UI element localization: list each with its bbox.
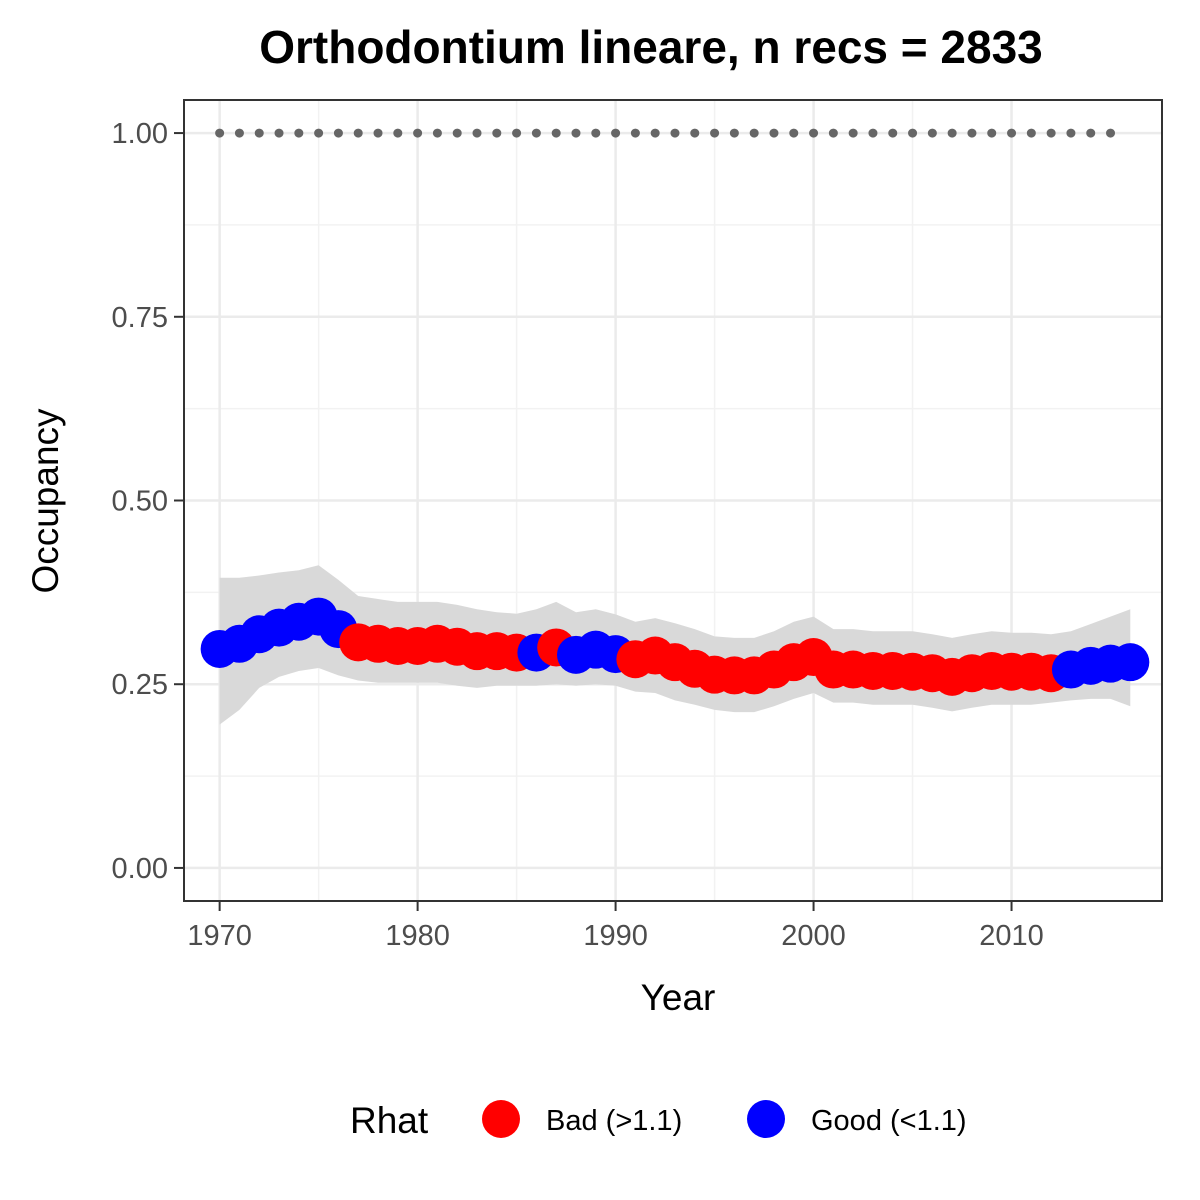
legend: Rhat Bad (>1.1) Good (<1.1) bbox=[350, 1100, 967, 1141]
reference-dot bbox=[1007, 128, 1017, 138]
reference-dot bbox=[868, 128, 878, 138]
reference-dot bbox=[333, 128, 343, 138]
x-tick-label: 2000 bbox=[781, 920, 846, 952]
reference-dot bbox=[432, 128, 442, 138]
reference-dot bbox=[789, 128, 799, 138]
reference-dot bbox=[353, 128, 363, 138]
reference-dot bbox=[888, 128, 898, 138]
reference-dot bbox=[314, 128, 324, 138]
reference-dot bbox=[492, 128, 502, 138]
reference-dot bbox=[769, 128, 779, 138]
reference-dot bbox=[650, 128, 660, 138]
reference-dot bbox=[254, 128, 264, 138]
reference-dot bbox=[551, 128, 561, 138]
reference-dot bbox=[828, 128, 838, 138]
reference-dot bbox=[571, 128, 581, 138]
reference-dot bbox=[274, 128, 284, 138]
legend-label-good: Good (<1.1) bbox=[811, 1105, 967, 1137]
reference-dot bbox=[373, 128, 383, 138]
axes: 1970 1980 1990 2000 2010 0.00 0.25 0.50 0.75 1.00 bbox=[112, 118, 1044, 952]
reference-dot bbox=[987, 128, 997, 138]
reference-dot bbox=[908, 128, 918, 138]
reference-dot bbox=[630, 128, 640, 138]
reference-dot bbox=[749, 128, 759, 138]
x-tick-label: 1980 bbox=[385, 920, 450, 952]
y-axis-title: Occupancy bbox=[25, 408, 66, 594]
x-tick-label: 1990 bbox=[583, 920, 648, 952]
y-tick-label: 0.75 bbox=[112, 302, 168, 334]
reference-dot bbox=[531, 128, 541, 138]
y-tick-label: 0.50 bbox=[112, 486, 168, 518]
reference-dot bbox=[591, 128, 601, 138]
reference-dot bbox=[927, 128, 937, 138]
reference-dot bbox=[670, 128, 680, 138]
data-point bbox=[1111, 643, 1150, 682]
y-tick-label: 0.25 bbox=[112, 669, 168, 701]
x-tick-label: 1970 bbox=[187, 920, 252, 952]
reference-dot bbox=[848, 128, 858, 138]
reference-dot bbox=[729, 128, 739, 138]
reference-dot bbox=[1046, 128, 1056, 138]
reference-dot bbox=[215, 128, 225, 138]
x-tick-label: 2010 bbox=[979, 920, 1044, 952]
reference-dot bbox=[1106, 128, 1116, 138]
y-tick-label: 1.00 bbox=[112, 118, 168, 150]
reference-dot bbox=[512, 128, 522, 138]
reference-dot bbox=[611, 128, 621, 138]
reference-dot bbox=[947, 128, 957, 138]
reference-dot bbox=[710, 128, 720, 138]
y-tick-label: 0.00 bbox=[112, 853, 168, 885]
reference-dot bbox=[234, 128, 244, 138]
chart-title: Orthodontium lineare, n recs = 2833 bbox=[259, 21, 1043, 73]
reference-line bbox=[215, 128, 1116, 138]
reference-dot bbox=[1026, 128, 1036, 138]
reference-dot bbox=[472, 128, 482, 138]
legend-title: Rhat bbox=[350, 1100, 429, 1141]
legend-key-good bbox=[747, 1100, 785, 1138]
reference-dot bbox=[1066, 128, 1076, 138]
reference-dot bbox=[690, 128, 700, 138]
reference-dot bbox=[393, 128, 403, 138]
reference-dot bbox=[967, 128, 977, 138]
reference-dot bbox=[413, 128, 423, 138]
legend-label-bad: Bad (>1.1) bbox=[546, 1105, 682, 1137]
reference-dot bbox=[1086, 128, 1096, 138]
x-axis-title: Year bbox=[641, 977, 716, 1018]
reference-dot bbox=[294, 128, 304, 138]
reference-dot bbox=[809, 128, 819, 138]
legend-key-bad bbox=[482, 1100, 520, 1138]
data-points bbox=[200, 597, 1150, 696]
reference-dot bbox=[452, 128, 462, 138]
